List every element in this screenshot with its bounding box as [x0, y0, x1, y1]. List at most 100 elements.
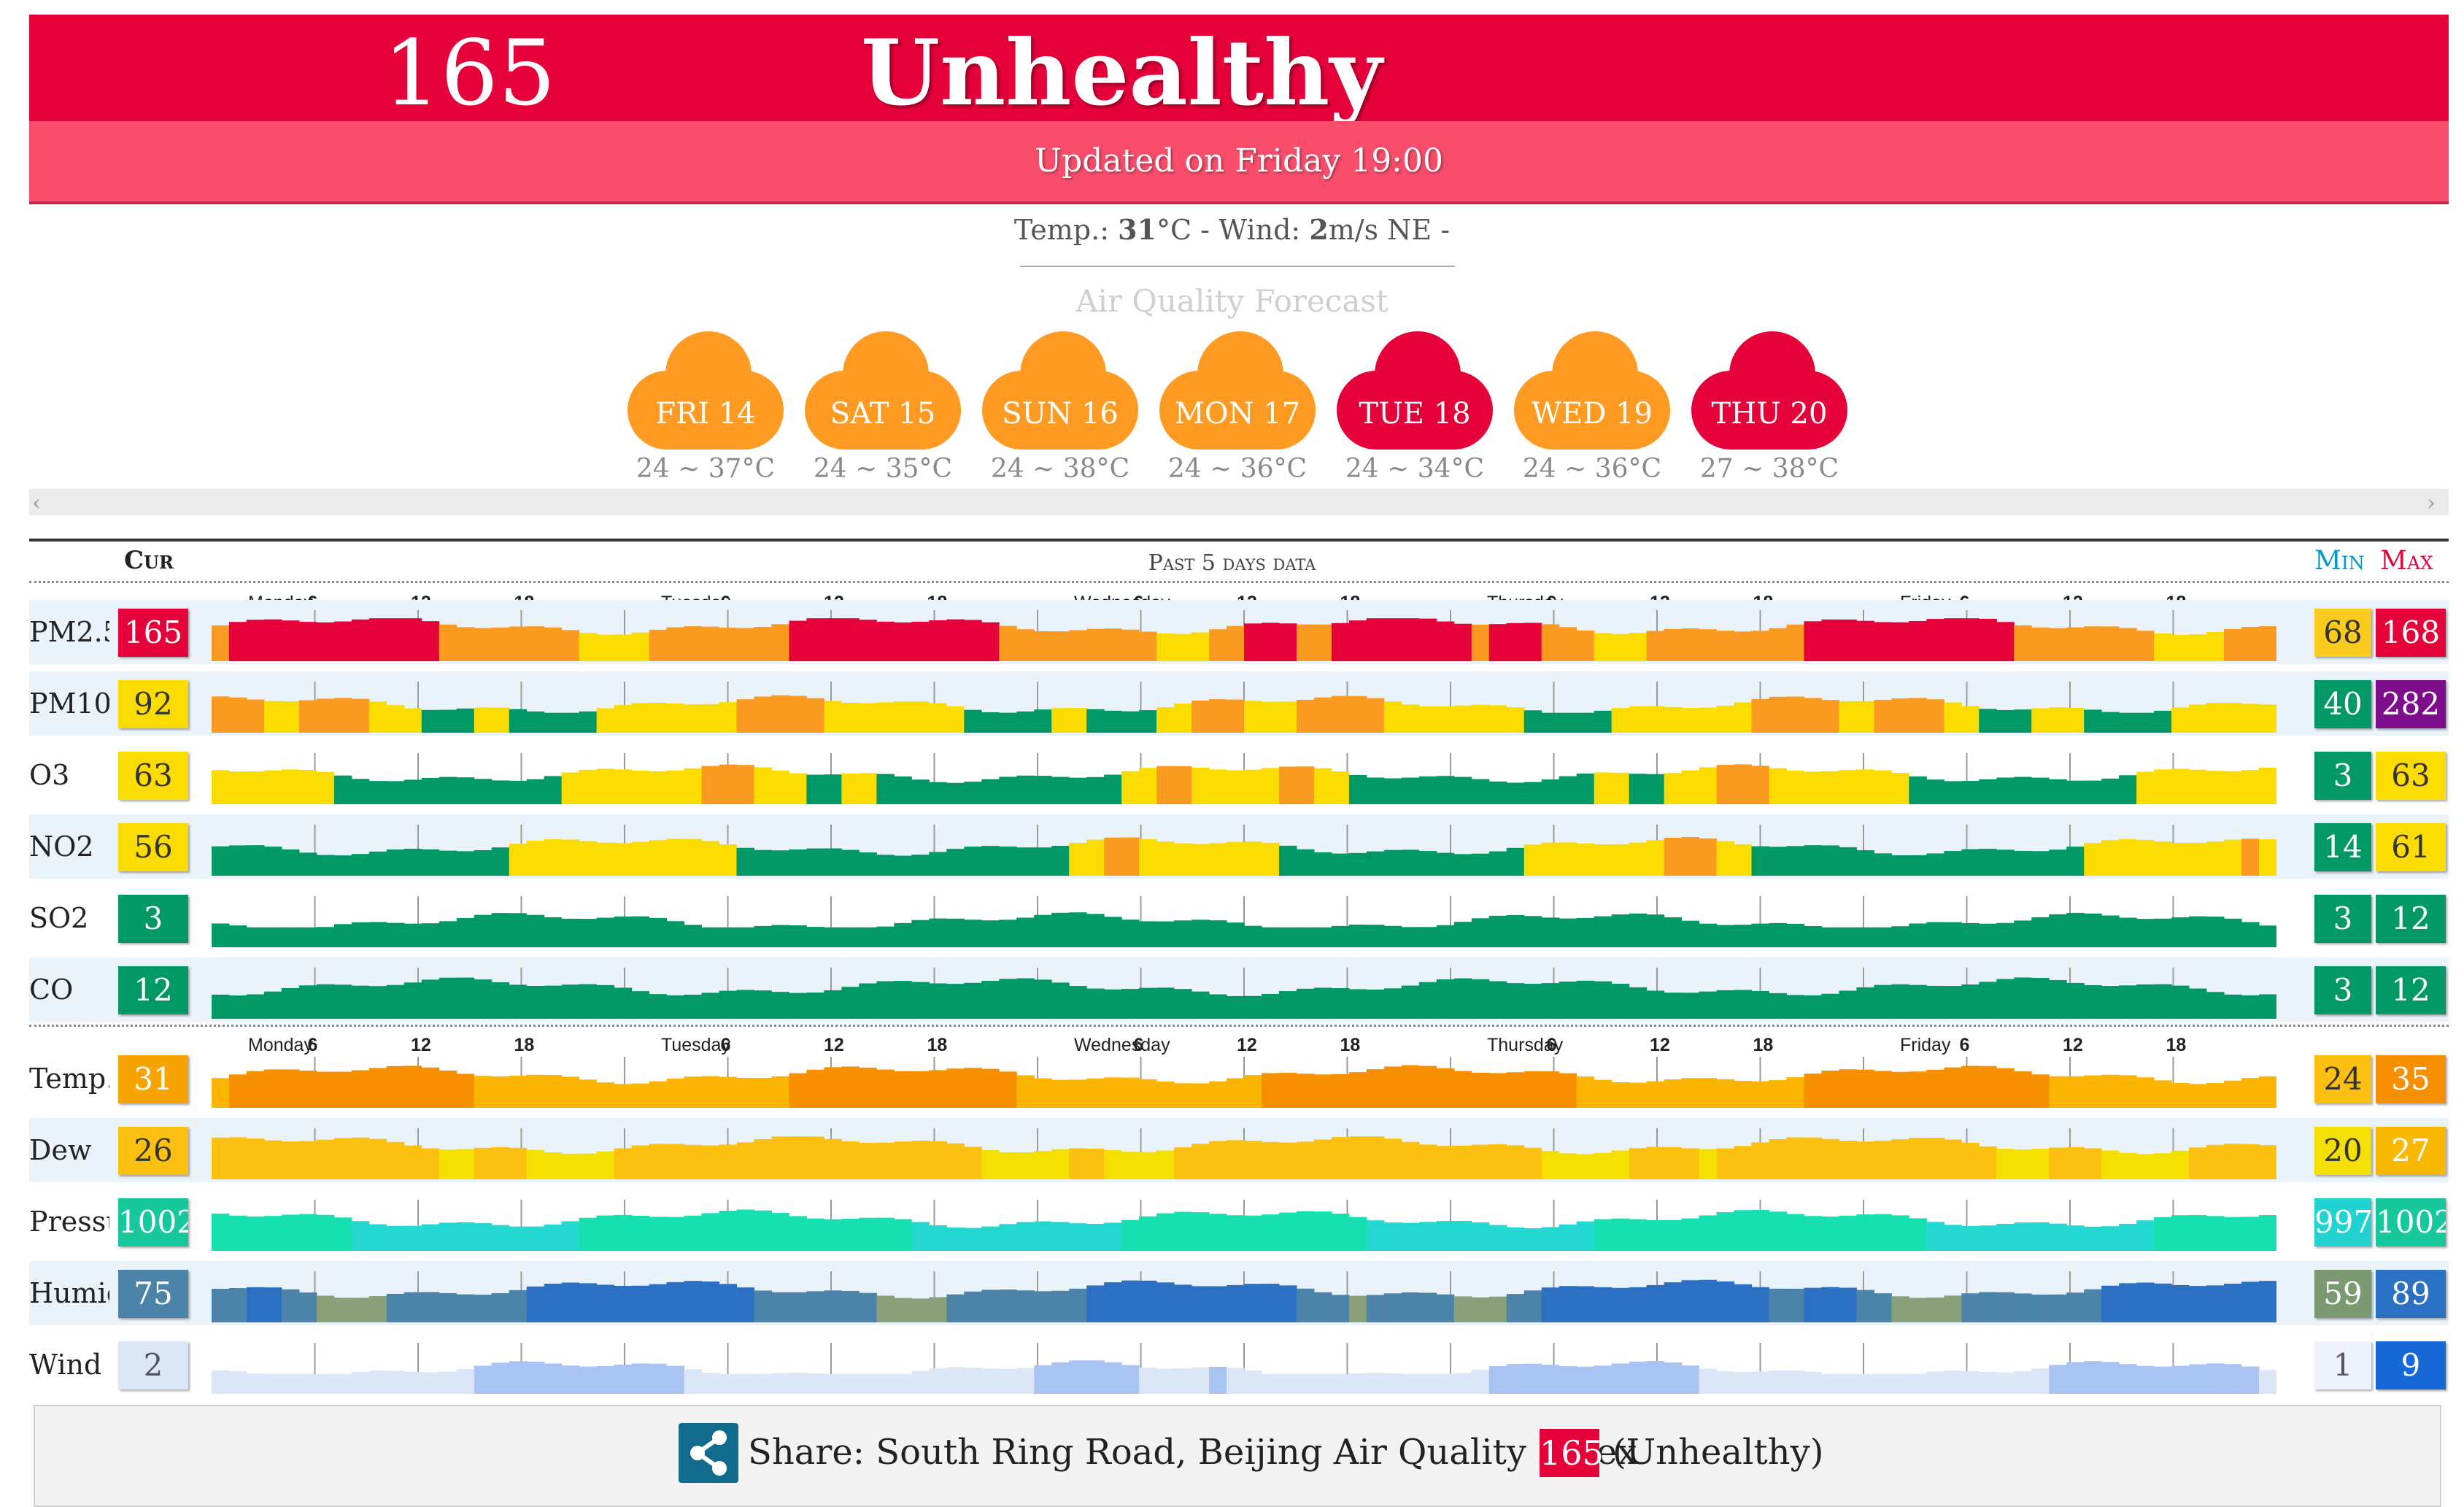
history-bar: [1856, 927, 1874, 947]
history-bar: [263, 1373, 282, 1394]
history-bar: [2031, 1294, 2050, 1322]
scroll-right-arrow-icon[interactable]: ›: [2427, 490, 2436, 516]
history-bar: [2206, 1083, 2225, 1108]
history-bar: [1944, 986, 1962, 1019]
history-bar: [929, 782, 947, 804]
forecast-day-label: MON 17: [1174, 397, 1301, 431]
history-bar: [1786, 1370, 1804, 1394]
history-bar: [2171, 1215, 2190, 1251]
history-bar: [1139, 1079, 1157, 1108]
history-bar: [1734, 925, 1753, 947]
history-bar: [368, 618, 387, 661]
history-bar: [1418, 618, 1437, 661]
forecast-scrollbar[interactable]: [29, 489, 2449, 515]
history-bar: [876, 981, 895, 1019]
history-bar: [1594, 1365, 1613, 1394]
history-bar: [1944, 1139, 1962, 1179]
history-bar: [1313, 1139, 1332, 1179]
share-text[interactable]: Share: South Ring Road, Beijing Air Qual…: [748, 1432, 1637, 1473]
history-bar: [841, 703, 860, 733]
history-bar: [2171, 1150, 2190, 1179]
forecast-day[interactable]: FRI 14 24 ~ 37°C: [627, 328, 784, 484]
history-bar: [1244, 769, 1262, 804]
history-bar: [946, 918, 965, 947]
forecast-day[interactable]: MON 17 24 ~ 36°C: [1159, 328, 1316, 484]
history-bar: [561, 984, 580, 1019]
history-bar: [281, 1141, 300, 1179]
history-bar: [1891, 855, 1909, 876]
history-bar: [1192, 1212, 1210, 1251]
history-bar: [946, 849, 965, 876]
history-chart: [212, 1343, 2276, 1394]
forecast-day[interactable]: SAT 15 24 ~ 35°C: [805, 328, 961, 484]
forecast-day[interactable]: SUN 16 24 ~ 38°C: [982, 328, 1138, 484]
history-bar: [1348, 1072, 1367, 1108]
history-bar: [509, 913, 528, 947]
history-bar: [614, 1214, 633, 1251]
history-bar: [1541, 1071, 1560, 1108]
history-bar: [1488, 624, 1507, 661]
scroll-left-arrow-icon[interactable]: ‹: [32, 490, 41, 516]
history-bar: [2101, 778, 2120, 804]
history-bar: [2031, 1074, 2050, 1108]
share-icon[interactable]: [679, 1423, 738, 1483]
history-bar: [351, 1298, 370, 1322]
history-bar: [1506, 983, 1525, 1019]
history-bar: [1804, 925, 1822, 947]
history-bar: [526, 1074, 545, 1108]
history-bar: [1664, 628, 1683, 661]
share-bar[interactable]: [34, 1405, 2441, 1507]
history-bar: [1261, 1214, 1280, 1251]
history-bar: [561, 1221, 580, 1251]
forecast-day[interactable]: TUE 18 24 ~ 34°C: [1337, 328, 1493, 484]
history-bar: [1716, 1079, 1735, 1108]
history-bar: [403, 618, 422, 661]
history-bar: [2224, 1217, 2242, 1251]
history-bar: [1227, 770, 1245, 804]
history-bar: [929, 918, 947, 947]
cur-value: 63: [118, 752, 188, 800]
history-bar: [509, 709, 528, 733]
history-bar: [1086, 914, 1105, 947]
history-bar: [1471, 1144, 1490, 1179]
history-bar: [1488, 1073, 1507, 1108]
history-bar: [1681, 1148, 1700, 1179]
history-bar: [1086, 1223, 1105, 1251]
history-bar: [1086, 988, 1105, 1019]
history-bar: [771, 1292, 789, 1322]
history-bar: [1576, 980, 1595, 1019]
history-bar: [824, 1290, 842, 1322]
history-bar: [333, 1217, 352, 1251]
forecast-day[interactable]: WED 19 24 ~ 36°C: [1514, 328, 1670, 484]
history-bar: [1086, 709, 1105, 733]
history-bar: [228, 1074, 247, 1108]
history-bar: [386, 781, 405, 804]
max-value: 89: [2376, 1270, 2446, 1318]
history-bar: [526, 626, 545, 661]
history-bar: [1348, 1217, 1367, 1251]
history-bar: [386, 1371, 405, 1394]
history-bar: [1453, 922, 1472, 947]
history-bar: [386, 705, 405, 733]
time-label: 6: [1133, 1035, 1144, 1055]
history-bar: [1418, 851, 1437, 876]
history-bar: [1313, 1074, 1332, 1108]
history-bar: [806, 1218, 824, 1251]
history-bar: [736, 847, 754, 876]
history-bar: [719, 990, 737, 1019]
history-bar: [1401, 1373, 1420, 1394]
forecast-day[interactable]: THU 20 27 ~ 38°C: [1691, 328, 1847, 484]
history-bar: [1471, 624, 1490, 661]
history-bar: [2049, 914, 2067, 947]
history-bar: [1646, 914, 1665, 947]
history-bar: [841, 1219, 860, 1251]
history-bar: [841, 618, 860, 661]
history-bar: [1646, 706, 1665, 733]
time-label: Wednesday: [1074, 1035, 1170, 1055]
history-bar: [859, 620, 877, 661]
forecast-temp: 24 ~ 37°C: [636, 454, 776, 484]
history-bar: [281, 1069, 300, 1108]
history-bar: [1244, 1141, 1262, 1179]
history-bar: [649, 1363, 668, 1394]
history-bar: [1051, 1362, 1070, 1394]
